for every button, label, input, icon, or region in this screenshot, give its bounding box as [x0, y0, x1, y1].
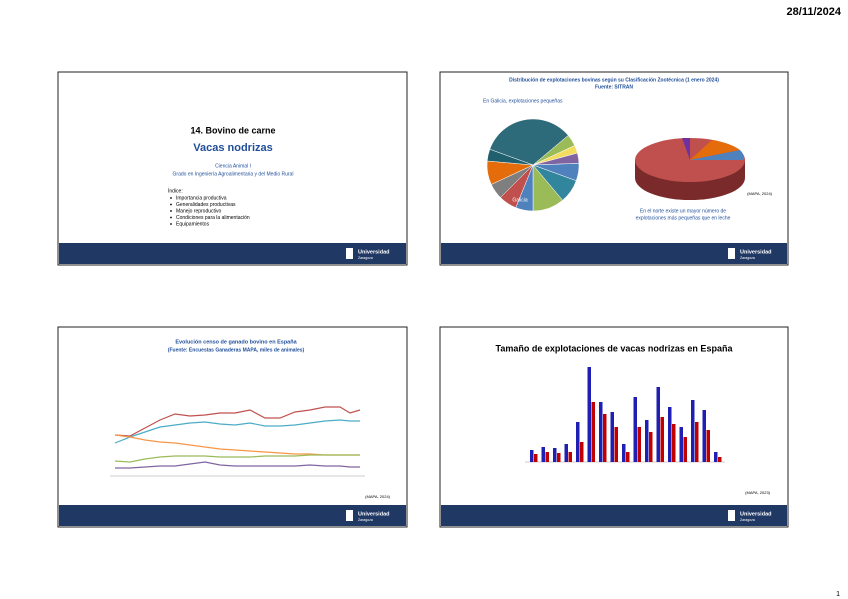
bar — [553, 448, 557, 462]
slide-source: Fuente: SITRAN — [595, 84, 633, 90]
pie-label: Galicia — [512, 197, 528, 203]
bar — [591, 402, 595, 462]
bar — [541, 447, 545, 462]
logo-text: Universidad — [358, 511, 389, 517]
bar — [695, 422, 699, 462]
logo-icon — [728, 248, 735, 259]
bar — [568, 452, 572, 462]
logo-text: Universidad — [358, 249, 389, 255]
index-item: Manejo reproductivo — [176, 208, 222, 214]
logo-sub: Zaragoza — [740, 256, 755, 260]
bar — [587, 367, 591, 462]
index-title: Índice: — [168, 187, 183, 194]
bar — [660, 417, 664, 462]
slide-frames — [57, 71, 789, 528]
bar — [599, 402, 603, 462]
slide — [57, 326, 408, 528]
logo-text: Universidad — [740, 511, 771, 517]
reference: (MAPA, 2024) — [365, 494, 390, 499]
logo-sub: Zaragoza — [740, 518, 755, 522]
bar — [626, 452, 630, 462]
logos: UniversidadZaragozaUniversidadZaragozaUn… — [346, 248, 771, 522]
logo-sub: Zaragoza — [358, 518, 373, 522]
slide-title: 14. Bovino de carne — [190, 125, 275, 135]
footer-bar — [59, 505, 406, 526]
pie-3d — [635, 137, 745, 200]
bar — [649, 432, 653, 462]
logo-text: Universidad — [740, 249, 771, 255]
pie-slice — [486, 148, 534, 166]
reference: (MAPA, 2023) — [745, 490, 770, 495]
bar — [683, 437, 687, 462]
course: Ciencia Animal I — [215, 163, 251, 169]
index-item: Condiciones para la alimentación — [176, 215, 250, 221]
bar — [672, 424, 676, 462]
bar — [633, 397, 637, 462]
footer-bar — [441, 505, 787, 526]
bullet — [170, 197, 172, 199]
bar — [534, 454, 538, 462]
bullet — [170, 210, 172, 212]
bar — [645, 420, 649, 462]
bar — [668, 407, 672, 462]
bar — [557, 453, 561, 462]
slide-subtitle: Vacas nodrizas — [193, 142, 273, 154]
caption: explotaciones más pequeñas que en leche — [636, 215, 731, 221]
slide — [57, 71, 408, 266]
slide-title: Evolución censo de ganado bovino en Espa… — [175, 339, 297, 345]
footer-bar — [59, 243, 406, 264]
logo-icon — [346, 248, 353, 259]
bullet — [170, 216, 172, 219]
bar — [691, 400, 695, 462]
reference: (MAPA, 2024) — [747, 191, 772, 196]
bar — [576, 422, 580, 462]
pie — [486, 118, 580, 212]
logo-sub: Zaragoza — [358, 256, 373, 260]
bar — [603, 414, 607, 462]
bar — [702, 410, 706, 462]
logo-icon — [346, 510, 353, 521]
bar — [564, 444, 568, 462]
bar — [714, 452, 718, 462]
slide-source: (Fuente: Encuestas Ganaderas MAPA, miles… — [168, 347, 305, 353]
slide-title: Tamaño de explotaciones de vacas nodriza… — [496, 343, 734, 353]
pie-slice — [489, 118, 569, 166]
bar — [622, 444, 626, 462]
bar — [580, 442, 584, 462]
bar — [718, 457, 722, 462]
bar — [545, 452, 549, 462]
line-chart — [110, 406, 365, 477]
bullet — [170, 223, 172, 225]
note: En Galicia, explotaciones pequeñas — [483, 98, 563, 104]
index-item: Equipamientos — [176, 221, 210, 227]
slide-title: Distribución de explotaciones bovinas se… — [509, 77, 719, 83]
bullet — [170, 203, 172, 206]
bar — [610, 412, 614, 462]
bar — [706, 430, 710, 462]
page-number: 1 — [836, 591, 840, 598]
bar — [614, 427, 618, 462]
degree: Grado en Ingeniería Agroalimentaria y de… — [173, 171, 294, 177]
footer-bar — [441, 243, 787, 264]
bar-chart — [525, 367, 725, 463]
bar — [637, 427, 641, 462]
date: 28/11/2024 — [787, 6, 842, 18]
caption: En el norte existe un mayor número de — [640, 208, 726, 214]
bar — [530, 450, 534, 462]
bar — [656, 387, 660, 462]
logo-icon — [728, 510, 735, 521]
bar — [679, 427, 683, 462]
index-item: Importancia productiva — [176, 195, 227, 201]
index-item: Generalidades productivas — [176, 202, 236, 208]
